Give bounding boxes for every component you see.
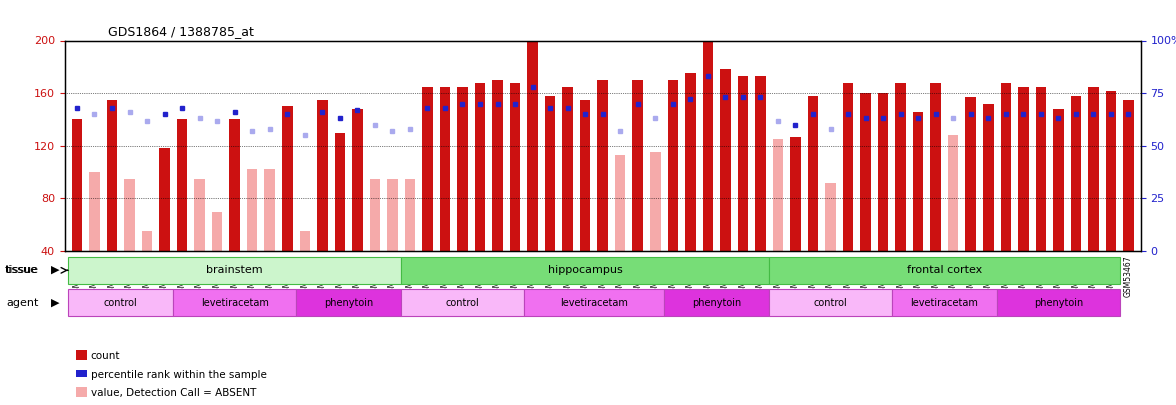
Bar: [334, 133, 345, 251]
Bar: [826, 183, 836, 251]
Text: control: control: [814, 298, 848, 308]
Bar: [300, 231, 310, 251]
Bar: [686, 73, 695, 251]
Text: levetiracetam: levetiracetam: [201, 298, 268, 308]
Bar: [318, 100, 328, 251]
Bar: [72, 119, 82, 251]
Bar: [405, 179, 415, 251]
FancyBboxPatch shape: [769, 257, 1120, 284]
Text: levetiracetam: levetiracetam: [560, 298, 628, 308]
Bar: [913, 111, 923, 251]
Text: tissue: tissue: [6, 265, 39, 275]
FancyBboxPatch shape: [68, 257, 401, 284]
Bar: [247, 169, 258, 251]
Text: control: control: [446, 298, 480, 308]
Bar: [369, 179, 380, 251]
Bar: [125, 179, 135, 251]
Bar: [773, 139, 783, 251]
FancyBboxPatch shape: [68, 289, 173, 316]
Bar: [527, 14, 537, 251]
Bar: [544, 96, 555, 251]
Bar: [597, 80, 608, 251]
Text: ▶: ▶: [51, 298, 59, 307]
Text: brainstem: brainstem: [206, 265, 263, 275]
Bar: [440, 87, 450, 251]
Bar: [668, 80, 679, 251]
Bar: [580, 100, 590, 251]
Bar: [877, 93, 888, 251]
Bar: [510, 83, 520, 251]
Bar: [790, 136, 801, 251]
Bar: [493, 80, 503, 251]
FancyBboxPatch shape: [664, 289, 769, 316]
Bar: [948, 135, 958, 251]
Bar: [1036, 87, 1047, 251]
Bar: [755, 76, 766, 251]
Bar: [965, 97, 976, 251]
FancyBboxPatch shape: [173, 289, 296, 316]
Text: GDS1864 / 1388785_at: GDS1864 / 1388785_at: [108, 25, 254, 38]
Text: levetiracetam: levetiracetam: [910, 298, 978, 308]
Text: hippocampus: hippocampus: [548, 265, 622, 275]
Bar: [895, 83, 906, 251]
Bar: [983, 104, 994, 251]
Bar: [89, 172, 100, 251]
Bar: [282, 107, 293, 251]
Text: ▶: ▶: [51, 265, 59, 275]
FancyBboxPatch shape: [997, 289, 1120, 316]
Text: value, Detection Call = ABSENT: value, Detection Call = ABSENT: [91, 388, 256, 398]
FancyBboxPatch shape: [401, 289, 523, 316]
Bar: [1053, 109, 1063, 251]
Bar: [930, 83, 941, 251]
FancyBboxPatch shape: [296, 289, 401, 316]
Bar: [194, 179, 205, 251]
Bar: [1018, 87, 1029, 251]
Text: agent: agent: [6, 298, 39, 307]
Text: tissue: tissue: [5, 265, 38, 275]
Bar: [615, 155, 626, 251]
Bar: [475, 83, 486, 251]
Bar: [808, 96, 818, 251]
Text: phenytoin: phenytoin: [691, 298, 741, 308]
Bar: [1088, 87, 1098, 251]
Bar: [1105, 91, 1116, 251]
Bar: [352, 109, 362, 251]
Bar: [720, 70, 730, 251]
Bar: [159, 149, 169, 251]
Bar: [1070, 96, 1081, 251]
Bar: [176, 119, 187, 251]
Bar: [650, 152, 661, 251]
Bar: [562, 87, 573, 251]
Bar: [1001, 83, 1011, 251]
Bar: [142, 231, 153, 251]
Text: frontal cortex: frontal cortex: [907, 265, 982, 275]
Bar: [702, 8, 713, 251]
Text: phenytoin: phenytoin: [323, 298, 373, 308]
Bar: [265, 169, 275, 251]
Bar: [387, 179, 397, 251]
FancyBboxPatch shape: [891, 289, 997, 316]
Text: phenytoin: phenytoin: [1034, 298, 1083, 308]
Bar: [229, 119, 240, 251]
FancyBboxPatch shape: [769, 289, 891, 316]
Text: count: count: [91, 352, 120, 361]
Text: control: control: [103, 298, 138, 308]
Bar: [861, 93, 871, 251]
Bar: [737, 76, 748, 251]
Bar: [457, 87, 468, 251]
FancyBboxPatch shape: [401, 257, 769, 284]
Bar: [107, 100, 118, 251]
Bar: [633, 80, 643, 251]
Bar: [843, 83, 854, 251]
Text: percentile rank within the sample: percentile rank within the sample: [91, 370, 267, 379]
Bar: [422, 87, 433, 251]
FancyBboxPatch shape: [523, 289, 664, 316]
Bar: [212, 211, 222, 251]
Bar: [1123, 100, 1134, 251]
